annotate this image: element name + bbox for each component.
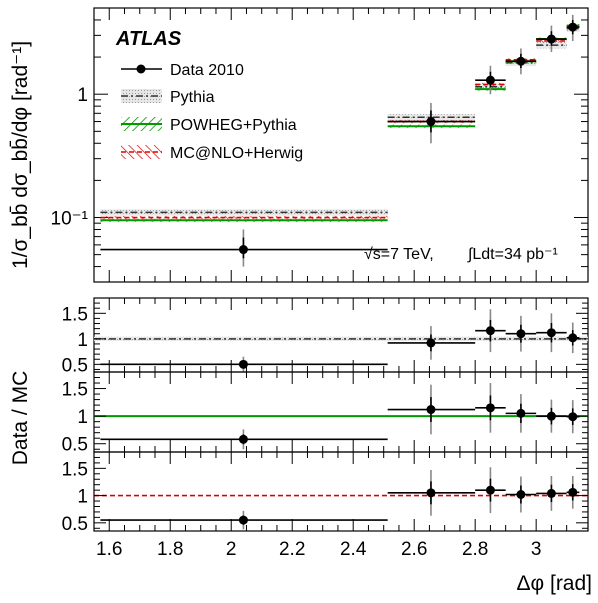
y-tick-label-ratio: 1.5: [62, 459, 88, 480]
ratio-point: [568, 412, 578, 422]
y-tick-label-ratio: 1.5: [62, 380, 88, 401]
ratio-point: [516, 489, 526, 499]
ratio-point: [238, 515, 248, 525]
x-tick-label: 2.8: [462, 539, 488, 560]
y-tick-label-ratio: 0.5: [62, 355, 88, 376]
y-tick-label-ratio: 1: [77, 487, 88, 508]
energy-annotation: √s=7 TeV,: [364, 246, 434, 263]
data-point: [485, 75, 495, 85]
ratio-panel-powheg: 0.5 1 1.5: [62, 371, 589, 456]
ratio-point: [485, 403, 495, 413]
data-point: [238, 245, 248, 255]
x-tick-label: 2: [226, 539, 237, 560]
ratio-panel-pythia: 0.5 1 1.5: [62, 297, 589, 376]
ratio-point: [568, 333, 578, 343]
x-tick-label: 1.8: [157, 539, 183, 560]
ratio-point: [516, 329, 526, 339]
data-point: [568, 22, 578, 32]
main-panel: 1 10⁻¹: [51, 7, 589, 283]
legend-entry-mcnlo: MC@NLO+Herwig: [121, 145, 303, 162]
legend-entry-pythia: Pythia: [121, 89, 215, 106]
main-frame: [93, 7, 589, 283]
x-tick-label: 3: [531, 539, 542, 560]
x-tick-label: 2.2: [279, 539, 305, 560]
ratio-frame: [93, 297, 589, 373]
x-tick-label: 1.6: [96, 539, 122, 560]
data-point: [516, 56, 526, 66]
y-tick-label-main: 1: [77, 85, 88, 106]
ratio-point: [516, 408, 526, 418]
x-tick-label: 2.6: [401, 539, 427, 560]
ratio-point: [426, 405, 436, 415]
y-axis-title-main: 1/σ_bb̄ dσ_bb̄/dφ [rad⁻¹]: [9, 41, 32, 269]
y-tick-label-ratio: 0.5: [62, 435, 88, 456]
data-point: [426, 117, 436, 127]
y-tick-label-ratio: 1.5: [62, 304, 88, 325]
pythia-band: [100, 209, 388, 216]
mcnlo-band: [100, 215, 388, 220]
legend-label-data: Data 2010: [170, 62, 244, 79]
y-tick-label-main: 10⁻¹: [51, 209, 89, 230]
ratio-point: [546, 411, 556, 421]
ratio-point: [546, 488, 556, 498]
ratio-point: [485, 485, 495, 495]
experiment-label: ATLAS: [115, 28, 182, 50]
energy-luminosity-annotation: √s=7 TeV, ∫Ldt=34 pb⁻¹: [364, 246, 558, 263]
data-point: [546, 34, 556, 44]
y-axis-title-ratio: Data / MC: [9, 371, 32, 466]
legend-label-powheg: POWHEG+Pythia: [170, 117, 297, 134]
ratio-panel-mcnlo: 0.5 1 1.5 1.6 1.8 2 2.2 2.4 2.6 2.8 3: [62, 451, 589, 560]
ratio-point: [485, 326, 495, 336]
ratio-point: [238, 359, 248, 369]
x-tick-label: 2.4: [340, 539, 367, 560]
ratio-frame: [93, 451, 589, 532]
ratio-point: [546, 328, 556, 338]
y-tick-label-ratio: 0.5: [62, 514, 88, 535]
legend-entry-powheg: POWHEG+Pythia: [121, 117, 297, 134]
ratio-point: [426, 338, 436, 348]
ratio-point: [426, 488, 436, 498]
ratio-point: [238, 434, 248, 444]
legend-label-pythia: Pythia: [170, 89, 215, 106]
ratio-point: [568, 487, 578, 497]
y-tick-label-ratio: 1: [77, 330, 88, 351]
legend-label-mcnlo: MC@NLO+Herwig: [170, 145, 303, 162]
x-axis-title: Δφ [rad]: [517, 572, 593, 595]
legend-entry-data: Data 2010: [121, 62, 244, 79]
legend: Data 2010 Pythia POWHEG+Pythia MC@NLO+He…: [121, 62, 303, 162]
luminosity-annotation: ∫Ldt=34 pb⁻¹: [467, 246, 558, 263]
y-tick-label-ratio: 1: [77, 407, 88, 428]
